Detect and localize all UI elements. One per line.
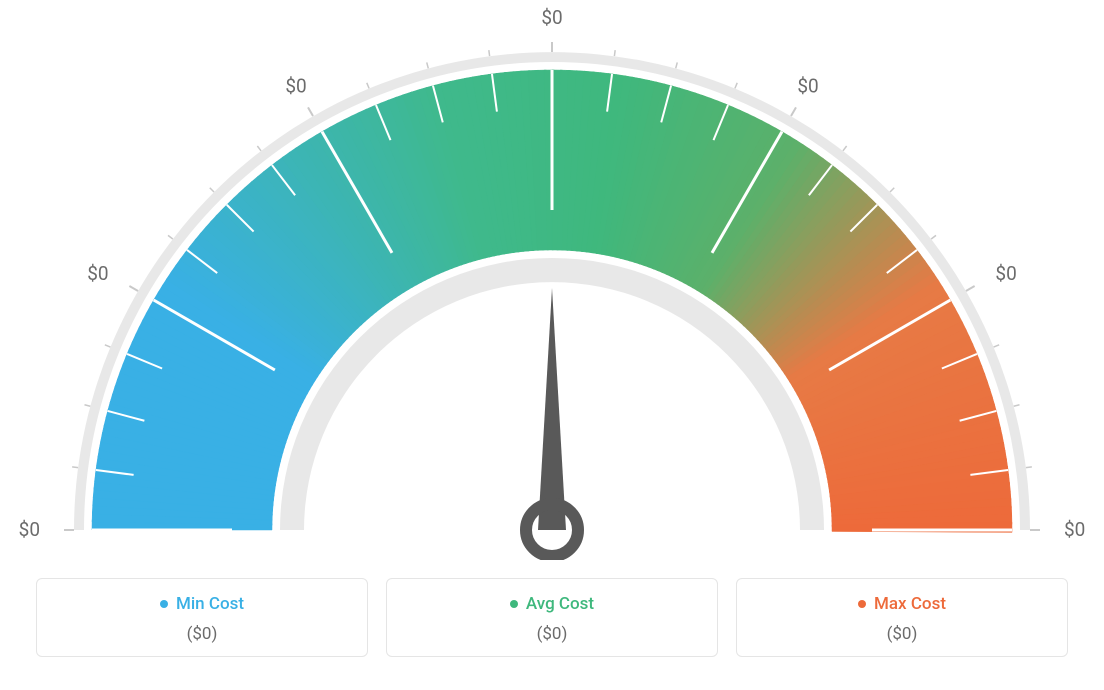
legend-value-max: ($0) <box>747 624 1057 644</box>
gauge-tick-label: $0 <box>797 75 818 98</box>
legend-dot-min <box>160 600 168 608</box>
legend-title-avg: Avg Cost <box>510 594 594 614</box>
gauge-tick-label: $0 <box>19 518 40 541</box>
legend-card-avg: Avg Cost ($0) <box>386 578 718 657</box>
legend-label-avg: Avg Cost <box>526 594 594 614</box>
gauge-tick-label: $0 <box>995 262 1016 285</box>
legend-title-min: Min Cost <box>160 594 244 614</box>
gauge-tick-label: $0 <box>1064 518 1085 541</box>
legend-card-min: Min Cost ($0) <box>36 578 368 657</box>
legend-label-min: Min Cost <box>176 594 244 614</box>
gauge-tick-label: $0 <box>87 262 108 285</box>
legend-label-max: Max Cost <box>874 594 946 614</box>
gauge-svg: $0 $0 $0 $0 $0 $0 $0 <box>0 0 1104 560</box>
cost-gauge: $0 $0 $0 $0 $0 $0 $0 <box>0 0 1104 560</box>
legend-value-avg: ($0) <box>397 624 707 644</box>
legend-dot-max <box>858 600 866 608</box>
gauge-tick-label: $0 <box>285 75 306 98</box>
legend-title-max: Max Cost <box>858 594 946 614</box>
legend-value-min: ($0) <box>47 624 357 644</box>
legend-dot-avg <box>510 600 518 608</box>
gauge-tick-label: $0 <box>541 6 562 29</box>
gauge-needle <box>526 288 578 556</box>
legend-row: Min Cost ($0) Avg Cost ($0) Max Cost ($0… <box>0 578 1104 657</box>
legend-card-max: Max Cost ($0) <box>736 578 1068 657</box>
